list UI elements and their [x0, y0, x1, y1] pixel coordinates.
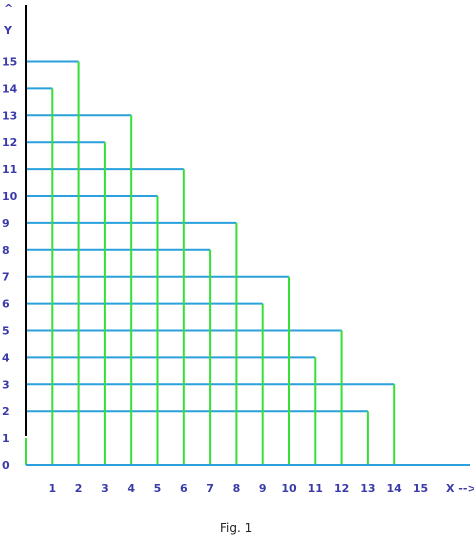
y-tick-label: 13 [2, 109, 17, 122]
y-tick-label: 1 [2, 432, 10, 445]
x-tick-label: 4 [127, 482, 135, 495]
x-tick-label: 1 [48, 482, 56, 495]
y-tick-label: 11 [2, 163, 17, 176]
x-tick-label: 2 [75, 482, 83, 495]
y-tick-label: 9 [2, 217, 10, 230]
y-tick-label: 8 [2, 244, 10, 257]
y-axis-label: Y [3, 24, 13, 37]
x-tick-label: 9 [259, 482, 267, 495]
figure-caption: Fig. 1 [220, 521, 252, 535]
x-tick-label: 11 [308, 482, 323, 495]
y-tick-label: 12 [2, 136, 17, 149]
y-axis-arrow: ^ [4, 2, 13, 15]
y-tick-label: 15 [2, 56, 17, 69]
x-tick-label: 6 [180, 482, 188, 495]
x-axis-label: X --> [446, 482, 474, 495]
x-tick-label: 5 [154, 482, 162, 495]
x-tick-label: 15 [413, 482, 428, 495]
y-tick-label: 3 [2, 378, 10, 391]
staircase-lines [25, 60, 396, 465]
x-tick-label: 12 [334, 482, 349, 495]
y-tick-label: 2 [2, 405, 10, 418]
x-tick-label: 8 [233, 482, 241, 495]
y-tick-label: 14 [2, 82, 18, 95]
y-tick-label: 0 [2, 459, 10, 472]
y-tick-label: 5 [2, 325, 10, 338]
y-tick-label: 6 [2, 298, 10, 311]
x-tick-label: 7 [206, 482, 214, 495]
y-tick-label: 4 [2, 351, 10, 364]
x-tick-labels: 1 2 3 4 5 6 7 8 9 10 11 12 13 14 15 [48, 482, 428, 495]
y-tick-label: 7 [2, 271, 10, 284]
x-tick-label: 10 [281, 482, 297, 495]
x-tick-label: 14 [387, 482, 403, 495]
x-tick-label: 13 [360, 482, 375, 495]
y-tick-label: 10 [2, 190, 18, 203]
x-tick-label: 3 [101, 482, 109, 495]
